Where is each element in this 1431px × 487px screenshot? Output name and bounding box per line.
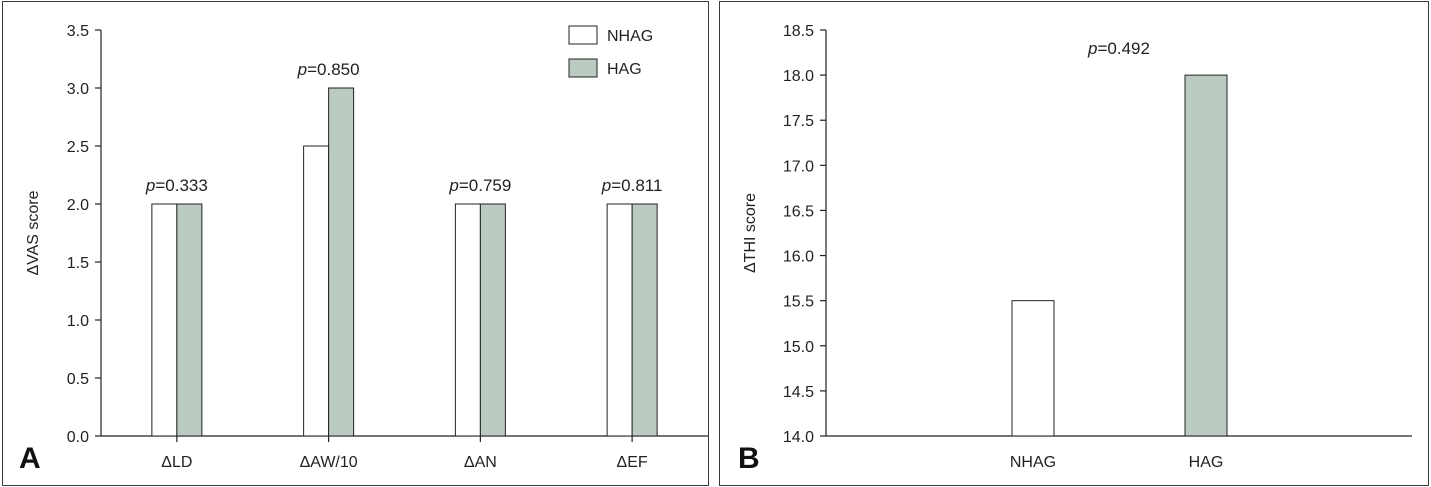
- bar-nhag: [1011, 300, 1055, 437]
- panel-label-b: B: [738, 442, 760, 475]
- x-tick-label: ΔAN: [464, 454, 497, 471]
- bar-nhag: [151, 203, 178, 437]
- y-tick-label: 16.0: [783, 249, 814, 266]
- bar-nhag: [454, 203, 481, 437]
- y-tick-label: 2.5: [67, 139, 89, 156]
- x-tick-label: ΔLD: [161, 454, 192, 471]
- bar-hag: [631, 203, 658, 437]
- p-value-annotation: p=0.759: [448, 176, 511, 195]
- chart-b-svg: 14.0 14.5 15.0 15.5 16.0 16.5 17.0 17.5 18.0 18.5…: [742, 23, 1412, 471]
- y-tick-label: 15.0: [783, 339, 814, 356]
- y-tick-label: 16.5: [783, 203, 814, 220]
- y-tick-label: 14.0: [783, 429, 814, 446]
- y-tick-label: 15.5: [783, 294, 814, 311]
- chart-panel-a: 0.0 0.5 1.0 1.5 2.0 2.5 3.0 3.5 ΔVAS score ΔLD p=0…: [2, 1, 709, 486]
- y-tick-label: 17.0: [783, 158, 814, 175]
- p-value-annotation: p=0.333: [145, 176, 208, 195]
- y-axis-label: ΔTHI score: [742, 193, 759, 273]
- legend-label: HAG: [607, 61, 642, 78]
- y-tick-label: 2.0: [67, 197, 89, 214]
- p-value: =0.850: [307, 60, 359, 79]
- p-value: =0.492: [1097, 39, 1149, 58]
- p-symbol: p: [297, 60, 307, 79]
- y-tick-label: 3.0: [67, 81, 89, 98]
- p-value-annotation: p=0.850: [297, 60, 360, 79]
- p-symbol: p: [601, 176, 611, 195]
- panel-label-a: A: [19, 442, 41, 475]
- bar-nhag: [606, 203, 633, 437]
- bar-hag: [176, 203, 203, 437]
- y-tick-label: 0.0: [67, 429, 89, 446]
- bar-hag: [1184, 74, 1228, 437]
- p-value: =0.333: [155, 176, 207, 195]
- x-tick-label: ΔEF: [617, 454, 648, 471]
- bar-hag: [328, 87, 355, 437]
- p-value-annotation: p=0.492: [1087, 39, 1150, 58]
- x-tick-label: ΔAW/10: [300, 454, 358, 471]
- x-tick-label: HAG: [1189, 454, 1224, 471]
- legend-swatch-hag: [568, 58, 598, 78]
- legend-label: NHAG: [607, 28, 653, 45]
- p-value: =0.811: [611, 176, 662, 195]
- y-tick-label: 1.0: [67, 313, 89, 330]
- p-value: =0.759: [459, 176, 511, 195]
- p-value-annotation: p=0.811: [601, 176, 663, 195]
- p-symbol: p: [448, 176, 458, 195]
- y-axis-label: ΔVAS score: [25, 190, 42, 275]
- y-tick-label: 1.5: [67, 255, 89, 272]
- p-symbol: p: [1087, 39, 1097, 58]
- y-tick-label: 0.5: [67, 371, 89, 388]
- y-tick-label: 17.5: [783, 113, 814, 130]
- y-tick-label: 18.0: [783, 68, 814, 85]
- chart-panel-b: 14.0 14.5 15.0 15.5 16.0 16.5 17.0 17.5 18.0 18.5…: [719, 1, 1429, 486]
- x-tick-label: NHAG: [1010, 454, 1056, 471]
- y-tick-label: 3.5: [67, 23, 89, 40]
- bar-hag: [479, 203, 506, 437]
- p-symbol: p: [145, 176, 155, 195]
- bar-nhag: [303, 145, 330, 437]
- y-tick-label: 14.5: [783, 384, 814, 401]
- y-tick-label: 18.5: [783, 23, 814, 40]
- legend-swatch-nhag: [568, 25, 598, 45]
